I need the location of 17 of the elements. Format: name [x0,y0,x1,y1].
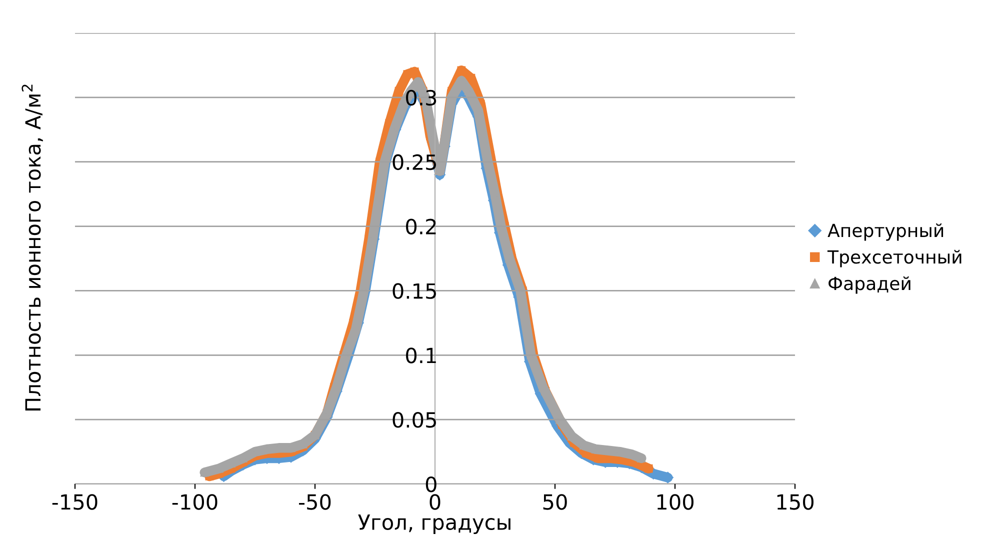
y-tick-label: 0.3 [406,90,436,106]
y-tick-label: 0.2 [406,218,436,234]
x-tick-label: 50 [543,494,567,510]
y-tick-label: 0.1 [406,348,436,364]
x-tick-label: -50 [299,494,331,510]
y-axis-title: Плотность ионного тока, А/м$^{2}$ [22,84,43,410]
x-tick-label: 100 [657,494,694,510]
y-tick-label: 0.15 [392,283,436,299]
y-tick-label: 0.25 [392,154,436,170]
x-tick-label: -150 [52,494,98,510]
legend-label: Фарадей [828,276,910,294]
legend-label: Апертурный [828,223,944,241]
y-tick-label: 0.05 [392,412,436,428]
x-tick-label: 150 [777,494,814,510]
x-tick-label: -100 [172,494,218,510]
x-axis-title: Угол, градусы [358,514,510,534]
legend-label: Трехсеточный [827,250,962,268]
